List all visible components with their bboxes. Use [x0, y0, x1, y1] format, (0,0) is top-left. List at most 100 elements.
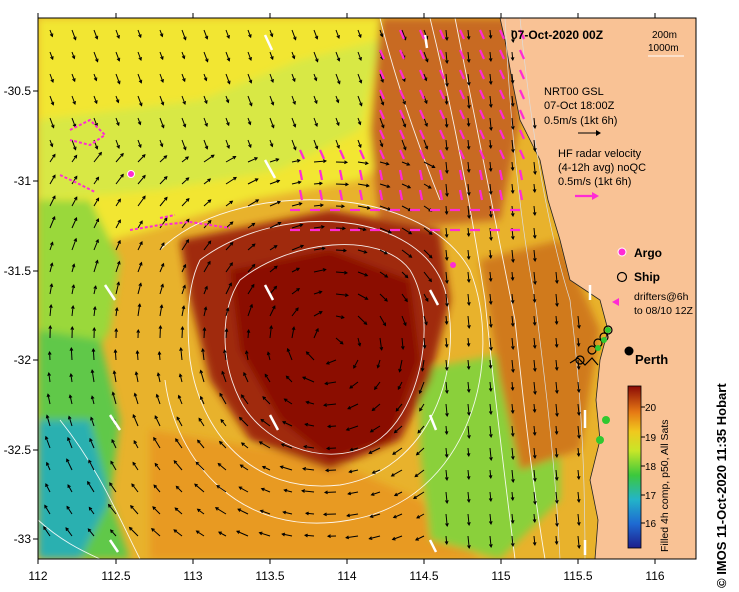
gsl-arrow [511, 403, 514, 414]
gsl-arrowhead [207, 199, 212, 203]
gsl-arrow [379, 293, 388, 302]
gsl-arrowhead [444, 321, 449, 326]
gsl-arrow [112, 392, 117, 405]
gsl-arrowhead [302, 376, 307, 380]
gsl-arrowhead [45, 483, 49, 488]
gsl-arrowhead [218, 531, 222, 535]
gsl-arrow [111, 439, 117, 449]
gsl-arrowhead [214, 507, 219, 511]
gsl-arrow [555, 535, 558, 545]
gsl-arrow [423, 337, 426, 349]
gsl-arrow [391, 469, 403, 477]
gsl-arrow [219, 393, 227, 405]
gsl-arrow [203, 199, 212, 207]
gsl-arrowhead [314, 100, 318, 105]
gsl-arrow [379, 29, 383, 37]
hf-arrow [498, 129, 506, 140]
gsl-arrowhead [292, 100, 296, 105]
gsl-arrowhead [183, 36, 187, 41]
hf-arrow [458, 129, 466, 140]
gsl-arrowhead [283, 398, 288, 403]
gsl-arrowhead [71, 263, 76, 268]
gsl-arrowhead [532, 235, 537, 240]
gsl-arrowhead [296, 159, 301, 163]
x-tick-label: 113 [183, 569, 202, 583]
gsl-arrowhead [49, 283, 54, 288]
gsl-arrow [511, 381, 514, 391]
gsl-arrow [467, 73, 470, 86]
gsl-arrowhead [314, 145, 319, 150]
gsl-arrow [379, 315, 386, 326]
gsl-arrow [247, 29, 252, 38]
gsl-arrowhead [225, 99, 230, 104]
gsl-arrow [225, 95, 229, 103]
gsl-arrowhead [240, 442, 245, 446]
gsl-arrowhead [510, 410, 515, 415]
gsl-arrowhead [254, 157, 259, 161]
gsl-arrowhead [281, 532, 286, 537]
gsl-arrowhead [181, 55, 186, 60]
gsl-arrow [262, 396, 271, 405]
gsl-arrowhead [413, 495, 417, 500]
gsl-arrowhead [364, 161, 369, 166]
gsl-arrow [159, 51, 164, 60]
gsl-arrowhead [182, 78, 186, 83]
gsl-arrowhead [69, 346, 74, 351]
hf-arrow [438, 89, 446, 100]
gsl-arrow [247, 51, 252, 61]
gsl-arrow [313, 291, 322, 295]
gsl-arrow [159, 117, 165, 128]
gsl-arrowhead [532, 258, 537, 263]
gsl-arrowhead [226, 122, 230, 127]
gsl-arrowhead [420, 367, 425, 372]
gsl-arrowhead [137, 121, 142, 126]
gsl-arrowhead [131, 483, 135, 488]
gsl-arrow [93, 239, 99, 251]
gsl-arrowhead [388, 230, 392, 234]
gsl-arrow [467, 227, 470, 237]
gsl-arrowhead [488, 255, 493, 260]
gsl-arrow [159, 139, 163, 147]
gsl-arrow [401, 227, 412, 235]
hf-arrow [498, 69, 506, 80]
gsl-arrow [200, 370, 205, 383]
gsl-velocity-arrows [43, 29, 581, 550]
gsl-arrow [225, 262, 233, 273]
gsl-arrowhead [369, 514, 374, 518]
hf-arrow [478, 169, 484, 181]
gsl-arrowhead [47, 372, 51, 377]
gsl-arrow [357, 51, 362, 61]
gsl-arrowhead [510, 213, 515, 218]
gsl-arrow [216, 485, 227, 493]
argo-legend-label: Argo [634, 246, 662, 260]
gsl-arrowhead [488, 81, 493, 86]
gsl-arrowhead [488, 434, 493, 439]
gsl-arrowhead [52, 195, 56, 200]
gsl-arrow [445, 183, 448, 197]
gsl-arrow [533, 337, 536, 349]
gsl-arrow [379, 249, 388, 255]
gsl-arrowhead [428, 278, 432, 283]
gsl-arrowhead [444, 344, 449, 349]
gsl-arrow [445, 161, 448, 174]
y-axis: -30.5 -31 -31.5 -32 -32.5 -33 [4, 84, 38, 546]
gsl-arrowhead [414, 473, 419, 478]
gsl-arrow [313, 226, 324, 229]
gsl-arrow [282, 533, 293, 537]
gsl-arrowhead [269, 325, 273, 330]
gsl-arrow [335, 271, 348, 274]
gsl-arrowhead [236, 530, 241, 534]
gsl-arrow [577, 359, 580, 370]
gsl-arrowhead [246, 328, 251, 333]
gsl-arrow [489, 469, 492, 479]
cold-patch-southwest [38, 420, 110, 559]
gsl-arrow [92, 348, 95, 361]
hf-arrow [498, 169, 504, 181]
gsl-arrow [371, 491, 381, 496]
gsl-arrow [134, 393, 139, 405]
gsl-arrowhead [395, 407, 400, 412]
gsl-arrow [47, 394, 51, 405]
gsl-arrowhead [155, 393, 160, 398]
hf-arrow [458, 149, 466, 160]
gsl-arrowhead [157, 350, 162, 355]
